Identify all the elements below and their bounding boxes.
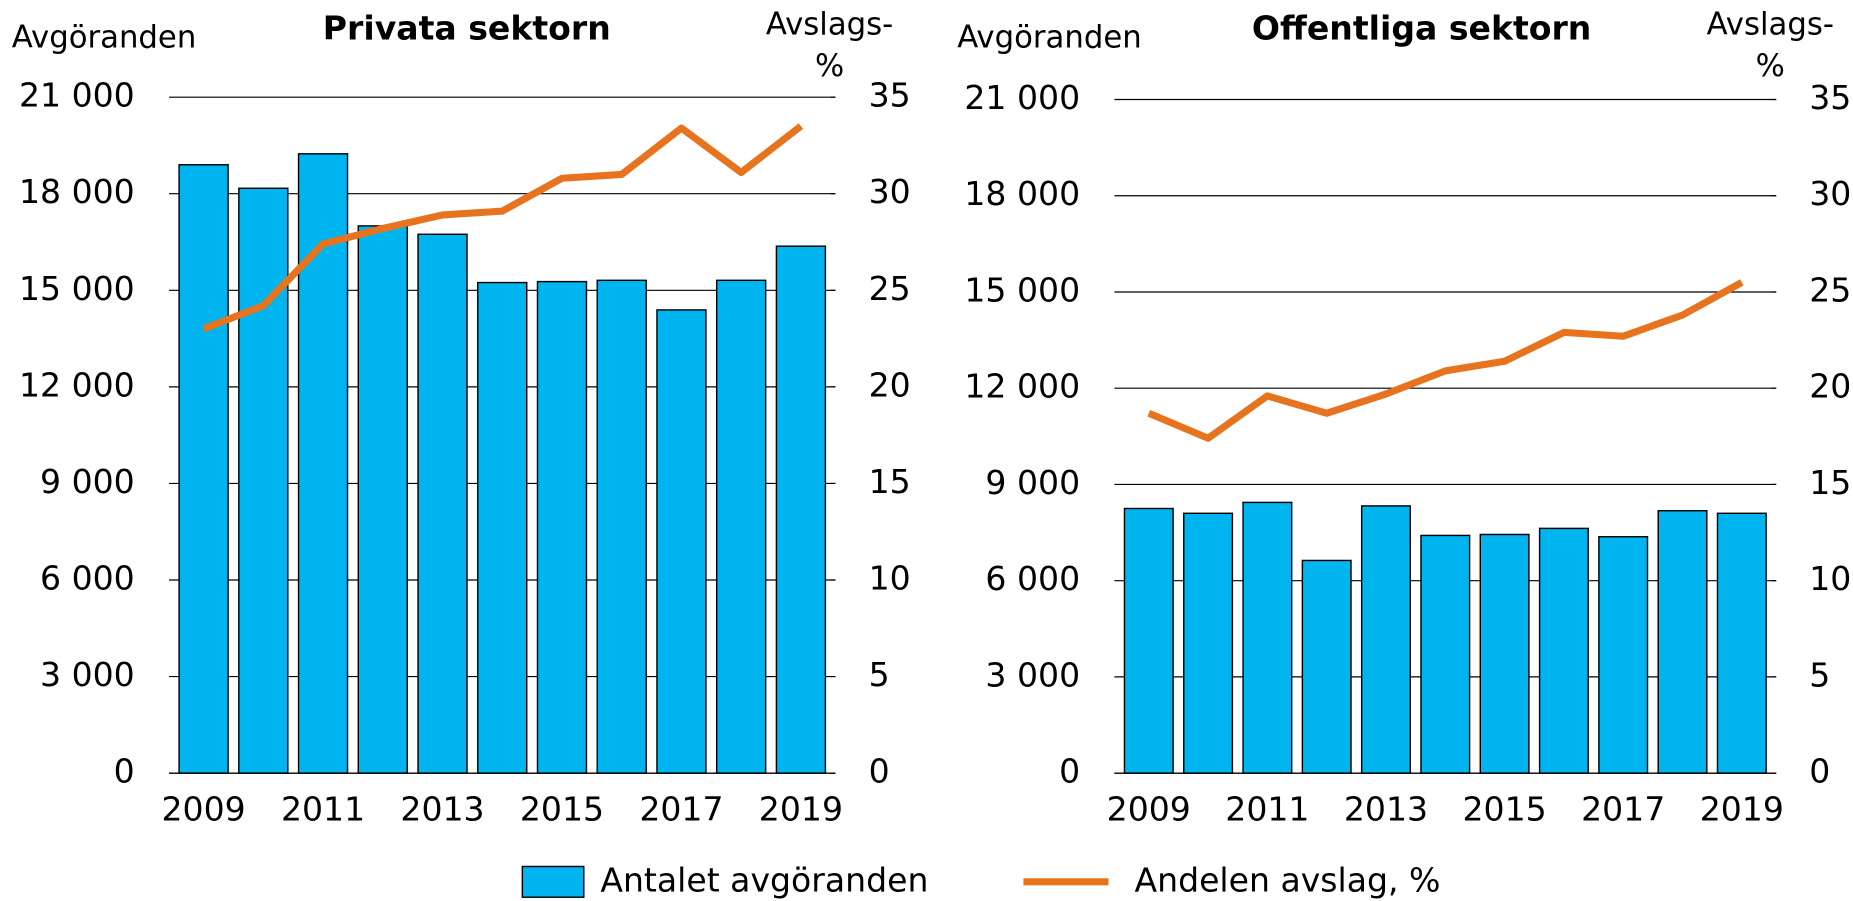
y-tick-label: 6 000	[985, 559, 1080, 598]
y2-axis-label: Avslags-	[1707, 7, 1834, 43]
y2-tick-label: 10	[869, 558, 911, 597]
y-tick-label: 15 000	[19, 269, 135, 308]
bar	[775, 245, 827, 774]
y2-tick-label: 30	[1809, 174, 1851, 213]
y-tick-label: 0	[1059, 752, 1080, 791]
y-tick-label: 12 000	[964, 367, 1080, 406]
y2-tick-label: 0	[869, 752, 890, 791]
bar	[715, 279, 767, 774]
bar	[1479, 533, 1530, 774]
y2-axis-label: Avslags-	[766, 7, 893, 43]
y2-tick-label: 10	[1809, 559, 1851, 598]
line	[202, 123, 804, 333]
y2-tick-label: 25	[869, 269, 911, 308]
bar	[536, 280, 588, 774]
y-tick-label: 3 000	[985, 655, 1080, 694]
y-tick-label: 18 000	[19, 172, 135, 211]
x-tick-label: 2015	[1463, 789, 1547, 828]
bar	[357, 225, 408, 774]
y-tick-label: 6 000	[40, 558, 135, 597]
x-tick-label: 2013	[400, 789, 484, 828]
y-axis-label: Avgöranden	[12, 20, 196, 56]
x-tick-label: 2019	[1700, 789, 1784, 828]
y2-tick-label: 35	[1809, 78, 1851, 117]
bar	[1242, 501, 1293, 774]
x-tick-label: 2009	[161, 789, 245, 828]
bar	[297, 153, 349, 774]
x-tick-label: 2013	[1344, 789, 1428, 828]
line	[1147, 279, 1744, 442]
bar	[238, 187, 289, 774]
bar	[1538, 527, 1589, 774]
x-tick-label: 2009	[1107, 789, 1191, 828]
x-tick-label: 2015	[520, 789, 604, 828]
y-tick-label: 15 000	[964, 270, 1080, 309]
y2-tick-label: 5	[1809, 655, 1830, 694]
bar	[656, 309, 707, 774]
bar	[1716, 512, 1767, 774]
y2-tick-label: 20	[1809, 367, 1851, 406]
bar	[1598, 536, 1649, 774]
y2-tick-label: 35	[869, 76, 911, 115]
chart-title: Offentliga sektorn	[1252, 8, 1591, 47]
legend-swatch	[521, 865, 585, 898]
bar	[178, 164, 229, 774]
y2-tick-label: 0	[1809, 752, 1830, 791]
x-tick-label: 2011	[1225, 789, 1309, 828]
x-tick-label: 2017	[639, 789, 723, 828]
bar	[1657, 510, 1708, 774]
y2-tick-label: 25	[1809, 270, 1851, 309]
y-tick-label: 0	[114, 752, 135, 791]
chart-title: Privata sektorn	[323, 8, 611, 47]
y2-axis-label: %	[1756, 48, 1785, 84]
y2-tick-label: 15	[1809, 463, 1851, 502]
y-tick-label: 18 000	[964, 174, 1080, 213]
y2-tick-label: 15	[869, 462, 911, 501]
y2-tick-label: 20	[869, 365, 911, 404]
y2-tick-label: 30	[869, 172, 911, 211]
bar	[1123, 507, 1174, 774]
bar	[1420, 534, 1471, 774]
y-axis-label: Avgöranden	[957, 20, 1141, 56]
y2-axis-label: %	[815, 48, 844, 84]
bar	[417, 233, 468, 774]
bar	[477, 281, 528, 774]
bar	[1360, 505, 1412, 774]
legend-label: Antalet avgöranden	[600, 860, 928, 899]
x-tick-label: 2011	[281, 789, 365, 828]
y-tick-label: 9 000	[40, 462, 135, 501]
y2-tick-label: 5	[869, 655, 890, 694]
y-tick-label: 21 000	[964, 78, 1080, 117]
bar	[1183, 512, 1234, 774]
y-tick-label: 12 000	[19, 365, 135, 404]
y-tick-label: 9 000	[985, 463, 1080, 502]
x-tick-label: 2017	[1581, 789, 1665, 828]
bar	[596, 279, 647, 774]
bar	[1301, 559, 1352, 774]
legend-label: Andelen avslag, %	[1134, 860, 1440, 899]
y-tick-label: 21 000	[19, 76, 135, 115]
y-tick-label: 3 000	[40, 655, 135, 694]
x-tick-label: 2019	[759, 789, 843, 828]
